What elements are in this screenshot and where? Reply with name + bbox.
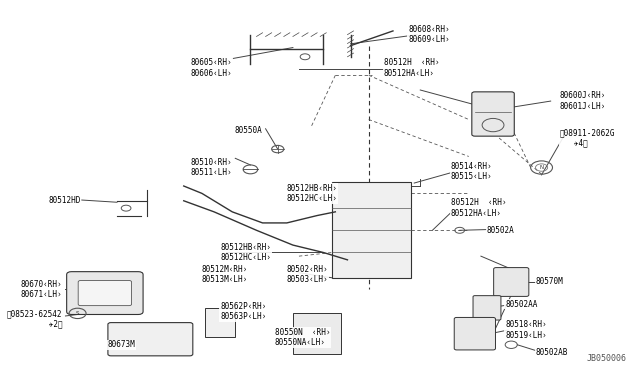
FancyBboxPatch shape [78, 280, 132, 306]
Text: 80600J‹RH›
80601J‹LH›: 80600J‹RH› 80601J‹LH› [560, 92, 606, 111]
Text: 80512M‹RH›
80513M‹LH›: 80512M‹RH› 80513M‹LH› [202, 265, 248, 284]
Text: 80562P‹RH›
80563P‹LH›: 80562P‹RH› 80563P‹LH› [220, 302, 266, 321]
Text: 80550A: 80550A [235, 126, 262, 135]
Text: 80502‹RH›
80503‹LH›: 80502‹RH› 80503‹LH› [287, 265, 328, 284]
Text: 80550N  ‹RH›
80550NA‹LH›: 80550N ‹RH› 80550NA‹LH› [275, 328, 330, 347]
Text: ⓓ08523-62542
      ✈2〉: ⓓ08523-62542 ✈2〉 [7, 309, 63, 328]
Text: ⓝ08911-2062G
   ✈4〉: ⓝ08911-2062G ✈4〉 [560, 128, 615, 148]
Bar [205, 308, 236, 337]
Text: 80502AA: 80502AA [505, 300, 538, 309]
Text: JB050006: JB050006 [586, 354, 627, 363]
Text: 80510‹RH›
80511‹LH›: 80510‹RH› 80511‹LH› [191, 158, 232, 177]
FancyBboxPatch shape [454, 317, 495, 350]
Text: 80512H  ‹RH›
80512HA‹LH›: 80512H ‹RH› 80512HA‹LH› [451, 198, 506, 218]
Text: 80502AB: 80502AB [536, 348, 568, 357]
Text: 80518‹RH›
80519‹LH›: 80518‹RH› 80519‹LH› [505, 320, 547, 340]
FancyBboxPatch shape [472, 92, 515, 136]
FancyBboxPatch shape [67, 272, 143, 314]
Text: 80605‹RH›
80606‹LH›: 80605‹RH› 80606‹LH› [191, 58, 232, 77]
Text: 80673M: 80673M [108, 340, 135, 349]
Text: 80502A: 80502A [487, 226, 515, 235]
Text: S: S [76, 311, 79, 316]
Text: 80512HB‹RH›
80512HC‹LH›: 80512HB‹RH› 80512HC‹LH› [220, 243, 271, 262]
FancyBboxPatch shape [473, 296, 501, 320]
Text: 80670‹RH›
80671‹LH›: 80670‹RH› 80671‹LH› [20, 280, 63, 299]
Text: 80512HD: 80512HD [48, 196, 81, 205]
Bar [332, 182, 411, 278]
Text: 80570M: 80570M [536, 278, 563, 286]
Bar [293, 313, 341, 354]
Text: 80512H  ‹RH›
80512HA‹LH›: 80512H ‹RH› 80512HA‹LH› [384, 58, 440, 77]
Text: N: N [540, 165, 543, 170]
Text: 80512HB‹RH›
80512HC‹LH›: 80512HB‹RH› 80512HC‹LH› [287, 184, 338, 203]
Text: 80514‹RH›
80515‹LH›: 80514‹RH› 80515‹LH› [451, 161, 492, 181]
FancyBboxPatch shape [108, 323, 193, 356]
Text: 80608‹RH›
80609‹LH›: 80608‹RH› 80609‹LH› [408, 25, 450, 44]
FancyBboxPatch shape [493, 267, 529, 296]
